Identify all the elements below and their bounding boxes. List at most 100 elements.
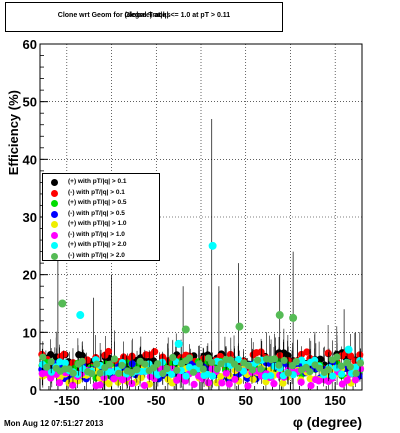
data-point <box>76 311 85 320</box>
data-point <box>93 360 101 368</box>
data-point <box>244 382 252 390</box>
data-point <box>128 379 136 388</box>
legend-entry: (+) with pT/|q| > 0.5 <box>45 198 159 209</box>
data-point <box>55 379 64 387</box>
legend-entry: (-) with pT/|q| > 2.0 <box>45 251 159 262</box>
y-tick-label: 20 <box>23 268 37 283</box>
legend-marker <box>51 221 58 228</box>
data-point <box>303 348 311 356</box>
data-point <box>96 369 104 377</box>
data-point <box>346 352 355 360</box>
legend-marker <box>51 231 58 239</box>
data-point <box>199 365 207 373</box>
legend-entry: (-) with pT/|q| > 0.5 <box>45 209 159 220</box>
y-tick-label: 0 <box>30 383 37 398</box>
legend-entry: (-) with pT/|q| > 0.1 <box>45 188 159 199</box>
legend-entry: (+) with pT/|q| > 2.0 <box>45 240 159 251</box>
data-point <box>173 366 181 374</box>
data-point <box>306 368 314 376</box>
data-point <box>315 377 323 385</box>
data-point <box>174 339 183 348</box>
legend-label: (+) with pT/|q| > 0.1 <box>68 178 127 185</box>
data-point <box>343 376 351 384</box>
data-point <box>257 365 265 373</box>
data-point <box>204 379 213 387</box>
data-point <box>216 372 225 381</box>
legend-marker <box>51 179 58 186</box>
data-point <box>249 375 257 383</box>
data-point <box>104 347 113 356</box>
legend-label: (-) with pT/|q| > 0.5 <box>68 209 125 217</box>
legend-marker <box>51 242 58 249</box>
data-point <box>151 348 159 356</box>
x-tick-label: -100 <box>99 393 125 408</box>
data-point <box>106 360 114 368</box>
data-point <box>185 354 193 362</box>
data-point <box>254 356 262 364</box>
legend-marker <box>51 210 58 218</box>
data-point <box>307 381 315 390</box>
data-point <box>352 369 360 377</box>
data-point <box>154 360 162 368</box>
x-axis-label: φ (degree) <box>292 414 362 430</box>
data-point <box>226 350 235 359</box>
data-point <box>344 345 353 354</box>
data-point <box>231 375 239 384</box>
data-point <box>60 350 68 358</box>
data-point <box>61 359 69 367</box>
legend: (+) with pT/|q| > 0.1 (-) with pT/|q| > 0… <box>42 173 160 261</box>
data-point <box>195 360 203 368</box>
data-point <box>185 363 193 371</box>
data-point <box>69 381 77 389</box>
data-point <box>213 379 221 387</box>
data-point <box>96 381 104 389</box>
data-point <box>159 369 167 378</box>
data-point <box>58 299 67 308</box>
data-point <box>115 369 123 377</box>
data-point <box>140 381 149 390</box>
x-tick-label: 0 <box>197 393 204 408</box>
data-point <box>56 358 64 366</box>
legend-entry: (-) with pT/|q| > 1.0 <box>45 230 159 241</box>
data-point <box>39 353 47 361</box>
y-tick-label: 10 <box>23 325 37 340</box>
y-tick-label: 40 <box>23 152 37 167</box>
data-point <box>346 363 354 371</box>
x-tick-label: 150 <box>324 393 346 408</box>
data-point <box>208 358 216 366</box>
data-point <box>284 369 292 377</box>
data-point <box>133 366 141 374</box>
data-point <box>324 366 332 374</box>
data-point <box>182 372 190 380</box>
data-point <box>213 365 221 373</box>
data-point <box>292 357 300 366</box>
data-point <box>351 376 360 384</box>
legend-label: (+) with pT/|q| > 0.5 <box>68 199 127 206</box>
data-point <box>329 372 337 380</box>
data-point <box>128 360 136 368</box>
data-point <box>176 372 184 381</box>
data-point <box>267 372 275 380</box>
legend-label: (+) with pT/|q| > 2.0 <box>68 241 127 248</box>
data-point <box>257 348 265 356</box>
data-point <box>169 353 177 362</box>
data-point <box>316 355 324 363</box>
legend-label: (-) with pT/|q| > 2.0 <box>68 251 125 259</box>
data-point <box>270 355 279 363</box>
data-point <box>141 360 149 368</box>
data-point <box>78 357 86 365</box>
data-point <box>289 313 298 322</box>
legend-marker <box>51 252 58 260</box>
data-point <box>43 363 51 371</box>
data-point <box>181 325 190 334</box>
y-axis-label: Efficiency (%) <box>6 90 21 176</box>
data-point <box>279 379 287 387</box>
legend-label: (-) with pT/|q| > 1.0 <box>68 230 125 238</box>
data-point <box>275 311 284 320</box>
data-point <box>297 378 305 386</box>
data-point <box>105 380 113 388</box>
data-point <box>234 364 242 372</box>
data-point <box>127 368 136 377</box>
data-point <box>69 369 77 377</box>
